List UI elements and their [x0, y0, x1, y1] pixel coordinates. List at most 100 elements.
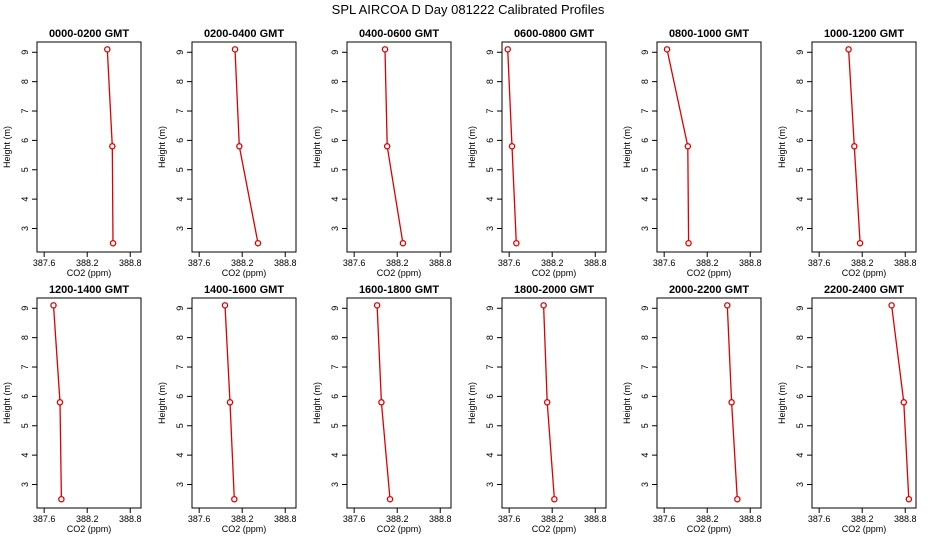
y-tick-label: 9: [330, 306, 340, 311]
data-point: [231, 46, 239, 53]
y-tick-label: 5: [485, 167, 495, 172]
y-tick-label: 3: [175, 482, 185, 487]
y-tick-label: 9: [330, 50, 340, 55]
x-axis-label: CO2 (ppm): [377, 268, 422, 278]
y-tick-label: 7: [175, 365, 185, 370]
panel-title: 1400-1600 GMT: [204, 284, 284, 296]
y-tick-label: 9: [640, 306, 650, 311]
x-tick-label: 387.6: [188, 258, 211, 268]
x-tick-label: 388.8: [894, 514, 917, 524]
data-point: [236, 143, 243, 150]
x-tick-label: 388.2: [541, 514, 564, 524]
data-point: [254, 239, 262, 247]
y-tick-label: 9: [795, 50, 805, 55]
y-tick-label: 5: [330, 167, 340, 172]
y-tick-label: 3: [175, 226, 185, 231]
y-tick-label: 4: [175, 453, 185, 458]
y-tick-label: 4: [330, 453, 340, 458]
y-tick-label: 6: [20, 394, 30, 399]
y-tick-label: 6: [640, 138, 650, 143]
y-tick-label: 8: [795, 335, 805, 340]
data-point: [104, 46, 111, 53]
x-axis-label: CO2 (ppm): [67, 268, 112, 278]
y-tick-label: 7: [795, 365, 805, 370]
x-tick-label: 388.8: [119, 514, 142, 524]
y-tick-label: 5: [795, 423, 805, 428]
x-tick-label: 387.6: [653, 258, 676, 268]
x-tick-label: 388.8: [429, 514, 452, 524]
y-tick-label: 8: [640, 335, 650, 340]
data-point: [551, 495, 558, 503]
data-point: [226, 399, 234, 406]
y-tick-label: 6: [175, 394, 185, 399]
y-tick-label: 5: [175, 167, 185, 172]
panel-frame: [811, 41, 917, 253]
y-tick-label: 4: [20, 197, 30, 202]
x-tick-label: 388.8: [429, 258, 452, 268]
y-tick-label: 4: [175, 197, 185, 202]
data-point: [540, 302, 547, 309]
x-tick-label: 388.2: [386, 258, 409, 268]
x-tick-label: 388.2: [541, 258, 564, 268]
y-axis-label: Height (m): [467, 126, 477, 168]
panel-frame: [36, 41, 142, 253]
data-point: [58, 495, 65, 503]
y-tick-label: 7: [330, 109, 340, 114]
y-axis-label: Height (m): [312, 126, 322, 168]
panel-title: 1800-2000 GMT: [514, 284, 594, 296]
y-tick-label: 6: [795, 394, 805, 399]
y-tick-label: 9: [175, 50, 185, 55]
y-tick-label: 6: [640, 394, 650, 399]
y-tick-label: 6: [330, 138, 340, 143]
y-axis-label: Height (m): [777, 126, 787, 168]
y-tick-label: 5: [795, 167, 805, 172]
y-tick-label: 5: [175, 423, 185, 428]
y-tick-label: 4: [485, 197, 495, 202]
data-point: [543, 399, 551, 406]
panel-title: 1200-1400 GMT: [49, 284, 129, 296]
panel-frame: [346, 297, 452, 509]
y-tick-label: 9: [795, 306, 805, 311]
y-tick-label: 9: [485, 50, 495, 55]
y-tick-label: 9: [175, 306, 185, 311]
y-axis-label: Height (m): [157, 126, 167, 168]
data-point: [399, 239, 407, 247]
x-tick-label: 387.6: [498, 258, 521, 268]
x-tick-label: 387.6: [343, 258, 366, 268]
page-title: SPL AIRCOA D Day 081222 Calibrated Profi…: [331, 2, 605, 17]
data-point: [685, 239, 692, 247]
x-tick-label: 388.2: [696, 514, 719, 524]
y-tick-label: 3: [640, 226, 650, 231]
data-point: [50, 302, 57, 309]
y-axis-label: Height (m): [157, 382, 167, 424]
y-tick-label: 4: [485, 453, 495, 458]
y-tick-label: 5: [20, 423, 30, 428]
x-tick-label: 388.2: [231, 514, 254, 524]
y-axis-label: Height (m): [312, 382, 322, 424]
y-axis-label: Height (m): [622, 382, 632, 424]
y-tick-label: 4: [795, 453, 805, 458]
data-point: [724, 302, 731, 309]
y-tick-label: 8: [485, 335, 495, 340]
y-tick-label: 4: [330, 197, 340, 202]
panel-title: 2000-2200 GMT: [669, 284, 749, 296]
data-point: [851, 143, 858, 150]
y-tick-label: 7: [485, 365, 495, 370]
data-point: [109, 239, 117, 247]
y-tick-label: 7: [795, 109, 805, 114]
x-tick-label: 388.8: [584, 514, 607, 524]
y-tick-label: 3: [20, 226, 30, 231]
data-point: [734, 495, 741, 503]
data-point: [905, 495, 913, 503]
y-tick-label: 3: [330, 226, 340, 231]
data-point: [109, 143, 116, 150]
y-tick-label: 6: [485, 394, 495, 399]
y-tick-label: 7: [485, 109, 495, 114]
y-tick-label: 7: [330, 365, 340, 370]
x-tick-label: 387.6: [498, 514, 521, 524]
panel-frame: [191, 41, 297, 253]
data-point: [684, 143, 692, 150]
x-tick-label: 388.8: [274, 514, 297, 524]
y-axis-label: Height (m): [2, 382, 12, 424]
